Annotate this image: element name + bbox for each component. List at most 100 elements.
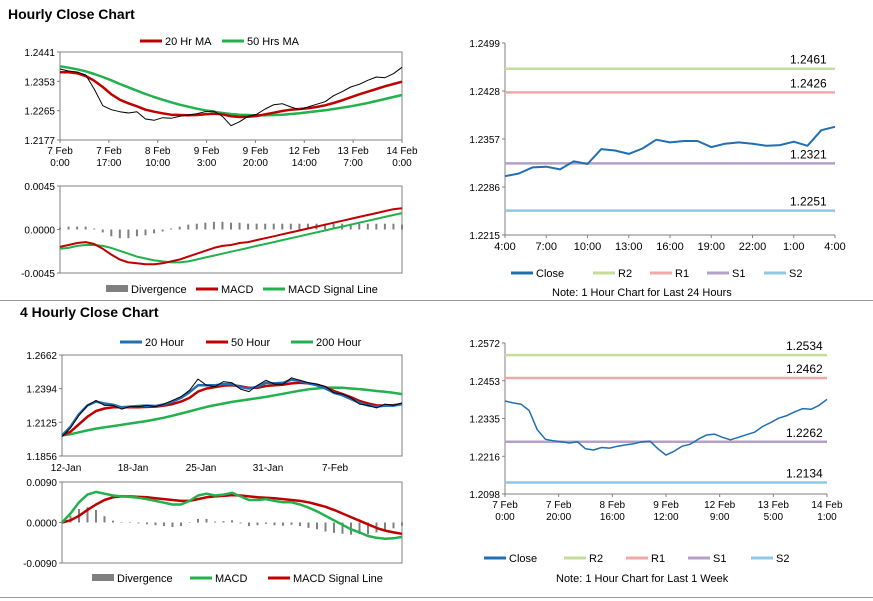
h-price-xtick-label: 13 Feb	[338, 146, 370, 157]
h-macd-divergence-bar	[298, 223, 301, 230]
f-levels-s1-label: 1.2262	[786, 426, 823, 440]
h-macd-divergence-bar	[93, 228, 96, 230]
h-price-xtick-label: 12 Feb	[289, 146, 321, 157]
h-macd-divergence-bar	[401, 224, 403, 230]
f-levels-r1-label: 1.2462	[786, 362, 823, 376]
h-levels-ytick-label: 1.2428	[469, 87, 500, 98]
h-macd-divergence-bar	[170, 228, 173, 230]
h-levels-close-line	[504, 125, 836, 178]
f-macd-divergence-bar	[163, 522, 165, 527]
f-levels-ytick-label: 1.2335	[469, 415, 500, 426]
h-macd-divergence-bar	[135, 229, 138, 237]
h-price-xtick-label: 3:00	[197, 158, 217, 169]
h-macd-divergence-bar	[375, 223, 378, 230]
f-levels-legend-label: R2	[589, 553, 603, 565]
f-macd-divergence-bar	[307, 522, 310, 528]
h-macd-line	[59, 207, 403, 266]
h-macd-divergence-bar	[153, 229, 156, 234]
f-levels-ytick-label: 1.2216	[469, 452, 500, 463]
h-levels-legend-label: R2	[618, 268, 632, 280]
f-macd-divergence-bar	[341, 522, 344, 534]
h-macd-divergence-bar	[195, 223, 198, 230]
h-price-xtick-label: 17:00	[96, 158, 121, 169]
h-macd-divergence-bar	[67, 226, 70, 230]
h-price-legend-label: 20 Hr MA	[165, 36, 212, 48]
f-macd-divergence-bar	[205, 518, 208, 523]
section-divider	[0, 300, 873, 301]
f-levels-xtick-label: 7 Feb	[546, 500, 572, 511]
h-levels-ytick-label: 1.2499	[469, 39, 500, 50]
note-hourly: Note: 1 Hour Chart for Last 24 Hours	[552, 287, 732, 299]
h-macd-divergence-bar	[289, 223, 292, 230]
h-levels-xtick-label: 22:00	[739, 241, 767, 253]
h-macd-divergence-bar	[187, 224, 190, 230]
h-levels-ytick-label: 1.2357	[469, 135, 500, 146]
f-levels-ytick-label: 1.2572	[469, 339, 500, 350]
f-price-legend-label: 20 Hour	[145, 337, 184, 349]
h-price-xtick-label: 9 Feb	[243, 146, 269, 157]
h-macd-divergence-bar	[324, 223, 327, 230]
f-levels-legend-label: S1	[713, 553, 726, 565]
h-price-line	[59, 66, 403, 127]
f-macd-divergence-bar	[392, 522, 395, 529]
f-levels-xtick-label: 12:00	[653, 512, 678, 523]
h-levels-r2-label: 1.2461	[790, 53, 827, 67]
f-levels-xtick-label: 13 Feb	[758, 500, 790, 511]
f-macd-divergence-bar	[282, 522, 284, 526]
h-macd-divergence-bar	[230, 222, 232, 230]
f-levels-legend-label: R1	[651, 553, 665, 565]
h-levels-xtick-label: 7:00	[536, 241, 557, 253]
f-macd-legend-label: MACD	[215, 573, 247, 585]
h-macd-divergence-bar	[101, 229, 104, 233]
h-macd-divergence-bar	[306, 223, 309, 230]
h-macd-legend-label: MACD Signal Line	[288, 284, 378, 296]
f-macd-divergence-bar	[188, 522, 191, 523]
f-macd-divergence-bar	[273, 522, 276, 526]
f-levels-ytick-label: 1.2098	[469, 490, 500, 501]
f-price-xtick-label: 12-Jan	[51, 463, 82, 474]
h-levels-legend-label: R1	[675, 268, 689, 280]
h-levels-s2-label: 1.2251	[790, 195, 827, 209]
f-macd-divergence-bar	[367, 522, 369, 535]
h-levels-xtick-label: 13:00	[615, 241, 643, 253]
h-macd-legend-swatch	[106, 285, 128, 292]
f-macd-divergence-bar	[324, 522, 327, 532]
h-levels-xtick-label: 19:00	[697, 241, 725, 253]
h-levels-xtick-label: 16:00	[656, 241, 684, 253]
h-price-legend-label: 50 Hrs MA	[247, 36, 300, 48]
f-macd-divergence-bar	[256, 522, 259, 526]
f-macd-legend-label: Divergence	[117, 573, 173, 585]
h-levels-ytick-label: 1.2286	[469, 183, 500, 194]
f-macd-divergence-bar	[86, 507, 89, 523]
f-macd-divergence-bar	[231, 520, 233, 523]
f-price-xtick-label: 7-Feb	[322, 463, 349, 474]
f-macd-divergence-bar	[299, 522, 301, 527]
h-macd-divergence-bar	[255, 223, 258, 230]
f-price-ma50-line	[61, 381, 403, 437]
h-macd-signal-line	[59, 212, 403, 264]
h-price-xtick-label: 20:00	[243, 158, 268, 169]
f-price-xtick-label: 18-Jan	[118, 463, 149, 474]
f-macd-divergence-bar	[137, 522, 140, 524]
f-levels-s2-label: 1.2134	[786, 467, 823, 481]
h-macd-divergence-bar	[144, 229, 147, 236]
section-title-hourly: Hourly Close Chart	[8, 6, 135, 22]
h-macd-divergence-bar	[76, 226, 79, 230]
f-levels-legend-label: S2	[776, 553, 789, 565]
h-macd-divergence-bar	[59, 227, 61, 230]
f-macd-divergence-bar	[197, 518, 199, 523]
h-levels-ytick-label: 1.2215	[469, 231, 500, 242]
section-title-4hourly: 4 Hourly Close Chart	[20, 304, 159, 320]
f-macd-divergence-bar	[146, 522, 148, 525]
f-levels-xtick-label: 5:00	[764, 512, 784, 523]
f-levels-xtick-label: 1:00	[817, 512, 837, 523]
f-macd-line	[61, 490, 403, 540]
f-price-ytick-label: 1.2394	[26, 385, 57, 396]
f-macd-divergence-bar	[95, 509, 97, 523]
f-levels-close-line	[504, 398, 828, 456]
h-price-xtick-label: 14:00	[292, 158, 317, 169]
f-macd-divergence-bar	[384, 522, 386, 531]
h-macd-divergence-bar	[272, 223, 275, 230]
h-price-ma50-line	[59, 65, 403, 117]
f-levels-xtick-label: 12 Feb	[704, 500, 736, 511]
